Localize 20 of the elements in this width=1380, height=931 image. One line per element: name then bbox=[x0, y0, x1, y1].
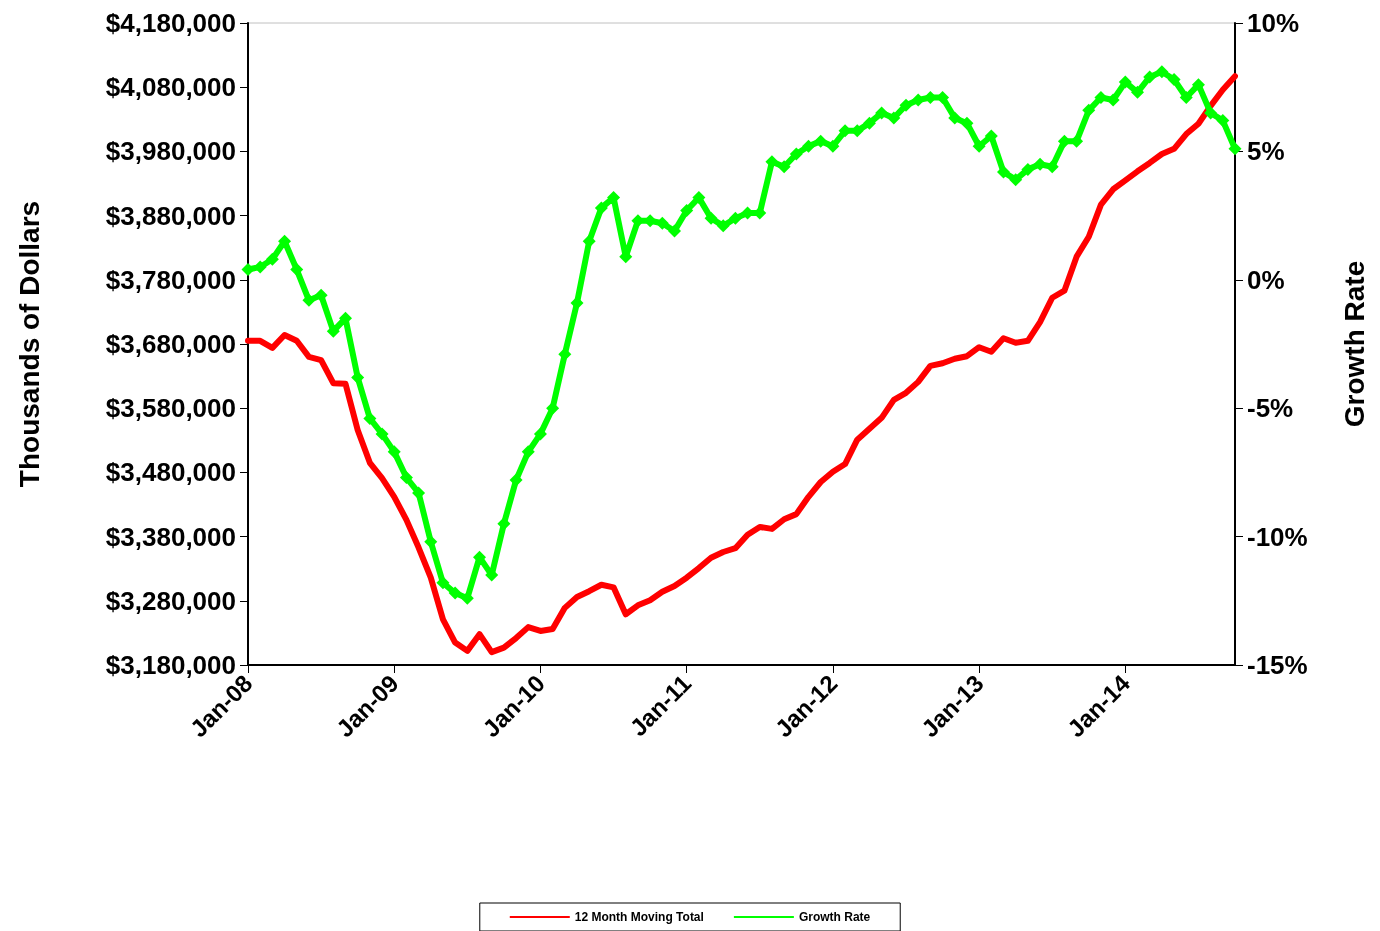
y-tick-label: $3,980,000 bbox=[105, 136, 236, 167]
y-tick-label: $3,580,000 bbox=[105, 393, 236, 424]
y2-tick-label: 0% bbox=[1247, 264, 1285, 295]
y2-tick-label: 5% bbox=[1247, 136, 1285, 167]
y-tick-label: $3,380,000 bbox=[105, 521, 236, 552]
y2-tick-label: -15% bbox=[1247, 650, 1308, 680]
y2-tick-label: 10% bbox=[1247, 8, 1300, 38]
y2-axis-title: Growth Rate bbox=[1338, 260, 1370, 428]
y-tick-label: $3,780,000 bbox=[105, 264, 236, 295]
y-axis-title: Thousands of Dollars bbox=[13, 200, 45, 488]
y2-tick-label: -10% bbox=[1247, 521, 1308, 552]
y-tick-label: $4,180,000 bbox=[105, 8, 236, 38]
y2-tick-label: -5% bbox=[1247, 393, 1294, 424]
y-tick-label: $3,680,000 bbox=[105, 329, 236, 359]
y-tick-label: $3,280,000 bbox=[105, 585, 236, 616]
y-tick-label: $4,080,000 bbox=[105, 72, 236, 103]
legend-label: Growth Rate bbox=[798, 910, 871, 924]
y-tick-label: $3,480,000 bbox=[105, 457, 236, 488]
legend-label: 12 Month Moving Total bbox=[574, 910, 704, 924]
y-tick-label: $3,880,000 bbox=[105, 200, 236, 231]
